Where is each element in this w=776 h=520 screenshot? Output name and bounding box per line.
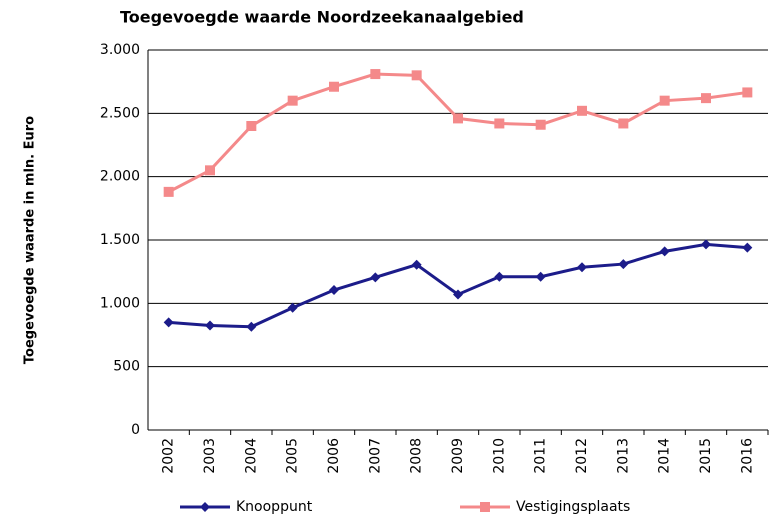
- x-tick-label: 2007: [367, 438, 383, 474]
- data-point: [163, 317, 174, 328]
- data-point: [535, 119, 546, 130]
- series-line: [168, 242, 748, 329]
- data-point: [411, 70, 422, 81]
- x-tick-label: 2002: [161, 438, 177, 474]
- data-point: [246, 121, 257, 131]
- data-point: [329, 285, 339, 296]
- legend-marker: [480, 502, 490, 512]
- data-point: [205, 165, 215, 176]
- data-point: [701, 239, 711, 250]
- x-tick-label: 2006: [326, 438, 342, 474]
- data-point: [370, 272, 381, 283]
- y-tick-label: 500: [113, 359, 140, 375]
- x-tick-label: 2004: [243, 438, 259, 474]
- x-tick-label: 2013: [615, 438, 631, 474]
- data-point: [453, 113, 463, 124]
- x-tick-label: 2012: [574, 438, 590, 474]
- legend-label: Knooppunt: [236, 499, 313, 515]
- data-point: [411, 259, 422, 270]
- x-tick-label: 2008: [409, 438, 425, 474]
- data-point: [659, 95, 670, 106]
- data-point: [494, 271, 505, 282]
- data-point: [453, 289, 463, 300]
- data-point: [494, 118, 505, 129]
- data-point: [163, 186, 174, 197]
- data-point: [618, 118, 629, 129]
- y-tick-label: 0: [131, 422, 140, 438]
- y-tick-label: 3.000: [100, 42, 140, 58]
- x-tick-label: 2005: [285, 438, 301, 474]
- y-axis-label: Toegevoegde waarde in mln. Euro: [23, 116, 38, 364]
- x-tick-label: 2011: [533, 438, 549, 474]
- data-point: [287, 302, 298, 313]
- data-point: [246, 321, 257, 332]
- y-tick-label: 2.000: [100, 169, 140, 185]
- chart-title: Toegevoegde waarde Noordzeekanaalgebied: [120, 8, 524, 27]
- series-line: [167, 72, 748, 194]
- data-point: [535, 271, 546, 282]
- data-point: [205, 320, 215, 331]
- data-point: [659, 246, 670, 257]
- y-tick-label: 2.500: [100, 105, 140, 121]
- x-tick-label: 2009: [450, 438, 466, 474]
- data-point: [577, 262, 587, 273]
- x-tick-label: 2010: [491, 438, 507, 474]
- x-tick-label: 2016: [739, 438, 755, 474]
- y-tick-label: 1.000: [100, 295, 140, 311]
- x-tick-label: 2014: [657, 438, 673, 474]
- data-point: [370, 69, 381, 80]
- legend-marker: [200, 502, 210, 512]
- data-point: [287, 95, 298, 106]
- data-point: [742, 242, 753, 253]
- data-point: [329, 81, 339, 92]
- x-tick-label: 2003: [202, 438, 218, 474]
- x-tick-label: 2015: [698, 438, 714, 474]
- data-point: [742, 87, 753, 98]
- data-point: [577, 105, 587, 116]
- data-point: [618, 259, 629, 270]
- y-tick-label: 1.500: [100, 232, 140, 248]
- legend-label: Vestigingsplaats: [516, 499, 630, 515]
- data-point: [701, 93, 711, 104]
